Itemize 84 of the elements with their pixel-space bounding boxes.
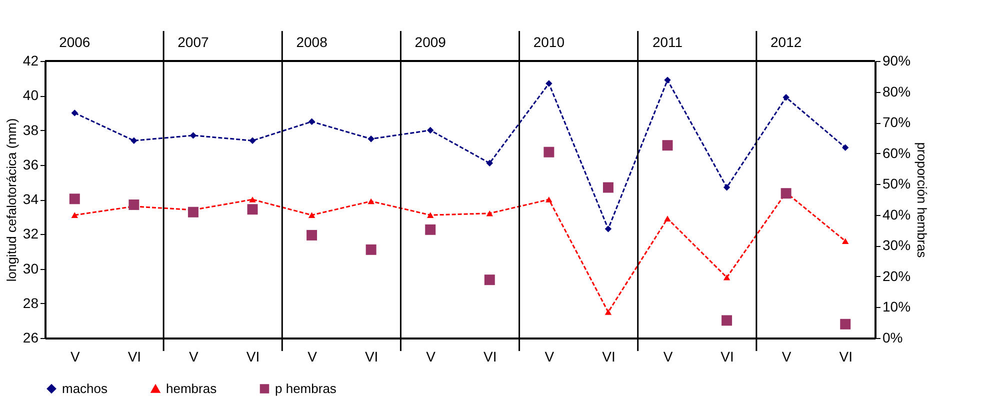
text: 2010 xyxy=(533,34,565,50)
y-tick-label: 30 xyxy=(22,260,39,276)
y2-tick-label: 40% xyxy=(882,206,911,222)
point xyxy=(249,137,256,144)
x-tick-label: VI xyxy=(602,348,616,364)
point xyxy=(722,315,732,326)
x-tick-label: VI xyxy=(364,348,378,364)
y2-tick-label: 60% xyxy=(882,144,911,161)
legend-label: machos xyxy=(62,380,108,396)
y-axis-title: longitud cefalotorácica (mm) xyxy=(4,118,19,282)
point xyxy=(366,244,376,255)
point xyxy=(128,199,140,210)
text: 2011 xyxy=(652,34,683,50)
x-tick-label: V xyxy=(782,348,792,364)
y-tick-label: 32 xyxy=(22,226,39,242)
text: 2009 xyxy=(414,34,446,50)
y-tick-label: 40 xyxy=(22,87,39,104)
point xyxy=(544,146,554,158)
legend-label: p hembras xyxy=(275,380,337,396)
y-tick-label: 26 xyxy=(22,330,39,346)
point xyxy=(842,238,849,244)
point xyxy=(604,309,612,315)
point xyxy=(71,110,78,116)
text: 2006 xyxy=(59,34,90,50)
y2-tick-label: 50% xyxy=(882,176,911,192)
point xyxy=(308,118,316,125)
x-tick-label: V xyxy=(663,348,674,364)
point xyxy=(425,224,436,235)
point xyxy=(484,274,495,286)
point xyxy=(604,226,612,232)
x-tick-label: V xyxy=(189,348,200,364)
point xyxy=(190,132,197,139)
y2-tick-label: 30% xyxy=(882,237,911,254)
x-tick-label: VI xyxy=(720,348,734,364)
point xyxy=(368,198,374,204)
y2-tick-label: 70% xyxy=(882,114,911,130)
point xyxy=(368,136,374,142)
point xyxy=(188,206,198,218)
y-tick-label: 28 xyxy=(22,294,39,311)
text: 2012 xyxy=(770,34,802,50)
y2-axis-title: proporción hembras xyxy=(914,142,930,258)
y-tick-label: 42 xyxy=(22,52,39,68)
point xyxy=(249,196,256,202)
point xyxy=(723,184,730,191)
x-tick-label: VI xyxy=(484,348,497,364)
point xyxy=(486,160,493,166)
point xyxy=(427,212,434,218)
point xyxy=(427,126,434,134)
y2-tick-label: 0% xyxy=(882,330,903,346)
x-tick-label: V xyxy=(544,348,555,364)
y2-tick-label: 90% xyxy=(882,52,911,68)
y2-tick-label: 80% xyxy=(882,83,911,100)
point xyxy=(840,318,851,330)
y2-tick-label: 10% xyxy=(882,298,911,315)
x-tick-label: VI xyxy=(246,348,260,364)
point xyxy=(782,94,790,101)
point xyxy=(69,194,80,204)
x-tick-label: V xyxy=(308,348,318,364)
point xyxy=(664,216,671,222)
y-tick-label: 38 xyxy=(22,122,39,138)
point xyxy=(130,137,138,144)
point xyxy=(723,274,730,280)
point xyxy=(780,188,792,199)
x-tick-label: V xyxy=(426,348,436,364)
point xyxy=(308,212,316,218)
point xyxy=(546,196,552,202)
y2-tick-label: 20% xyxy=(882,268,911,284)
point xyxy=(486,210,493,216)
point xyxy=(664,76,671,84)
y-tick-label: 36 xyxy=(22,156,39,172)
point xyxy=(602,182,614,193)
point xyxy=(662,140,673,151)
x-tick-label: V xyxy=(70,348,80,364)
text: 2008 xyxy=(296,34,328,50)
point xyxy=(842,144,849,151)
point xyxy=(71,212,78,218)
x-tick-label: VI xyxy=(128,348,142,364)
x-tick-label: VI xyxy=(839,348,852,364)
y-tick-label: 34 xyxy=(22,191,39,207)
text: 2007 xyxy=(178,34,209,50)
point xyxy=(546,80,552,87)
legend-label: hembras xyxy=(166,380,218,396)
point xyxy=(247,204,258,215)
point xyxy=(306,230,318,240)
